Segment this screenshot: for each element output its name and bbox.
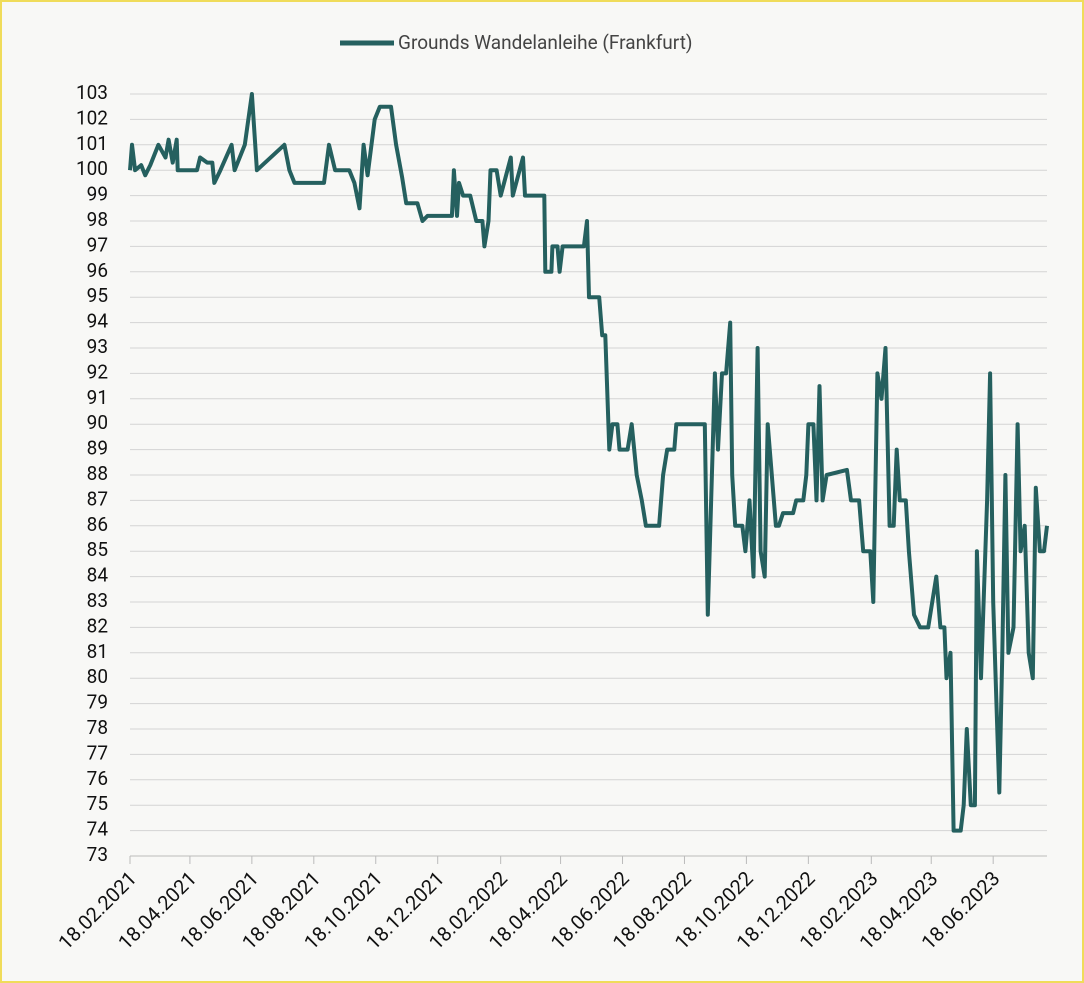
y-tick-label: 101 <box>76 132 108 155</box>
y-tick-label: 90 <box>87 411 108 434</box>
y-tick-label: 97 <box>87 233 108 256</box>
y-tick-label: 87 <box>87 487 108 510</box>
y-tick-label: 74 <box>87 818 109 841</box>
y-tick-label: 83 <box>87 589 108 612</box>
y-tick-label: 102 <box>76 106 108 129</box>
y-tick-label: 88 <box>87 462 108 485</box>
y-tick-label: 99 <box>87 183 108 206</box>
y-tick-label: 92 <box>87 360 108 383</box>
y-tick-label: 73 <box>87 843 108 866</box>
y-tick-label: 95 <box>87 284 108 307</box>
y-tick-label: 84 <box>87 564 109 587</box>
y-tick-label: 94 <box>87 310 109 333</box>
y-tick-label: 86 <box>87 513 108 536</box>
y-tick-label: 75 <box>87 792 108 815</box>
y-tick-label: 81 <box>87 640 108 663</box>
y-tick-label: 96 <box>87 259 108 282</box>
y-tick-label: 82 <box>87 614 108 637</box>
chart: Grounds Wandelanleihe (Frankfurt) 7374 75… <box>0 0 1084 983</box>
y-tick-label: 76 <box>87 767 108 790</box>
y-tick-label: 98 <box>87 208 108 231</box>
y-tick-label: 77 <box>87 741 108 764</box>
y-tick-label: 93 <box>87 335 108 358</box>
legend-label: Grounds Wandelanleihe (Frankfurt) <box>398 31 693 54</box>
y-tick-label: 79 <box>87 691 108 714</box>
y-tick-label: 100 <box>76 157 108 180</box>
y-tick-label: 80 <box>87 665 108 688</box>
y-tick-label: 103 <box>76 81 108 104</box>
y-tick-label: 85 <box>87 538 108 561</box>
y-tick-label: 78 <box>87 716 108 739</box>
frame <box>1 1 1083 982</box>
y-tick-label: 91 <box>87 386 108 409</box>
y-tick-label: 89 <box>87 437 108 460</box>
